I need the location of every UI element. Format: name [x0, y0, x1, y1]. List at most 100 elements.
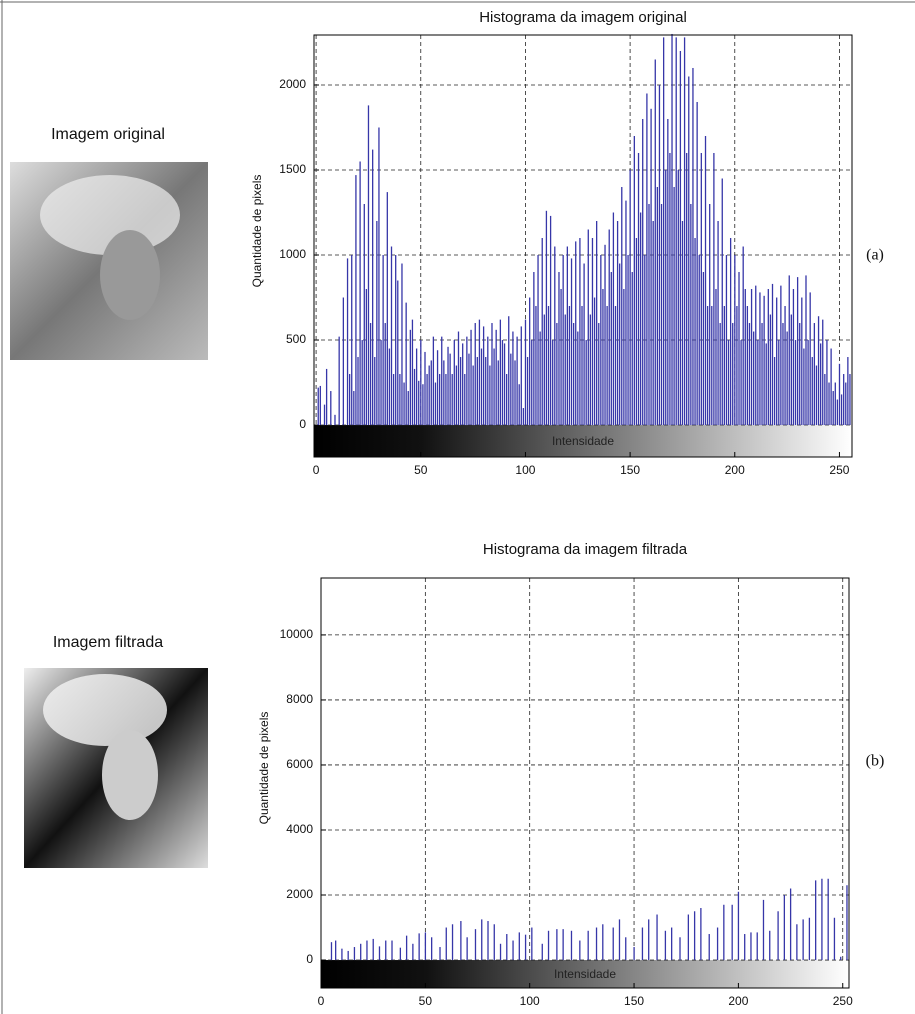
bar — [583, 264, 584, 426]
bar — [452, 924, 453, 960]
bar — [370, 323, 371, 425]
bar — [399, 374, 400, 425]
bar — [391, 941, 392, 961]
bar — [464, 374, 465, 425]
bar — [378, 127, 379, 425]
bar — [821, 879, 822, 960]
axes-frame — [321, 578, 849, 988]
bar — [757, 932, 758, 960]
bar — [510, 354, 511, 425]
bar — [847, 357, 848, 425]
x-tick-label: 100 — [520, 994, 540, 1008]
y-tick-label: 10000 — [280, 627, 314, 641]
bar — [814, 323, 815, 425]
bar — [634, 136, 635, 425]
bar — [400, 948, 401, 960]
x-tick-label: 200 — [728, 994, 748, 1008]
bar — [810, 292, 811, 425]
bar — [839, 364, 840, 425]
bar — [424, 352, 425, 425]
y-tick-label: 8000 — [286, 692, 313, 706]
bar — [523, 408, 524, 425]
bar — [769, 931, 770, 960]
bar — [324, 405, 325, 425]
bar — [600, 255, 601, 425]
bar — [567, 247, 568, 426]
bar — [630, 170, 631, 425]
bar — [460, 921, 461, 960]
bar — [500, 944, 501, 960]
bar — [744, 934, 745, 960]
bar — [763, 296, 764, 425]
bar — [709, 204, 710, 425]
bar — [588, 931, 589, 960]
bar — [656, 915, 657, 961]
bar — [613, 928, 614, 961]
bar — [657, 187, 658, 425]
bar — [525, 935, 526, 960]
bar — [761, 323, 762, 425]
bar — [422, 384, 423, 425]
bar — [776, 298, 777, 426]
bar — [621, 187, 622, 425]
bar — [560, 289, 561, 425]
bar — [722, 179, 723, 426]
bar — [318, 388, 319, 425]
bar — [768, 289, 769, 425]
bar — [373, 939, 374, 960]
bar — [531, 340, 532, 425]
bar — [694, 911, 695, 960]
bar — [642, 119, 643, 425]
bar — [740, 340, 741, 425]
bar — [416, 349, 417, 426]
bar — [717, 928, 718, 961]
bar — [749, 323, 750, 425]
bar — [777, 911, 778, 960]
bar — [822, 320, 823, 425]
y-axis-label: Quantidade de pixels — [257, 712, 271, 825]
bar — [828, 879, 829, 960]
bar — [466, 337, 467, 425]
bar — [420, 340, 421, 425]
bar — [414, 369, 415, 425]
bar — [802, 919, 803, 960]
bar — [646, 93, 647, 425]
bar — [343, 298, 344, 426]
bar — [535, 306, 536, 425]
bar — [466, 937, 467, 960]
bar — [425, 932, 426, 960]
bar — [606, 306, 607, 425]
bar — [815, 880, 816, 960]
bar — [796, 924, 797, 960]
bar — [575, 241, 576, 425]
bar — [406, 936, 407, 960]
bar — [667, 119, 668, 425]
bar — [705, 136, 706, 425]
bar — [711, 306, 712, 425]
bar — [784, 306, 785, 425]
bar — [554, 247, 555, 426]
bar — [525, 320, 526, 425]
bar — [330, 391, 331, 425]
bar — [724, 306, 725, 425]
image-label: Imagem filtrada — [53, 634, 163, 651]
bar — [805, 275, 806, 425]
bar — [544, 315, 545, 426]
bar — [341, 949, 342, 960]
bar — [359, 161, 360, 425]
bar — [403, 383, 404, 426]
bar — [426, 374, 427, 425]
bar — [481, 919, 482, 960]
figure: Imagem original Imagem filtrada (a) (b) … — [0, 0, 915, 1014]
bar — [504, 343, 505, 425]
bar — [623, 289, 624, 425]
bar — [376, 221, 377, 425]
bar — [766, 343, 767, 425]
bar — [780, 286, 781, 425]
bar — [493, 349, 494, 426]
bar — [790, 889, 791, 961]
bar — [355, 175, 356, 425]
bar — [633, 947, 634, 960]
bar — [598, 323, 599, 425]
bar — [596, 928, 597, 961]
